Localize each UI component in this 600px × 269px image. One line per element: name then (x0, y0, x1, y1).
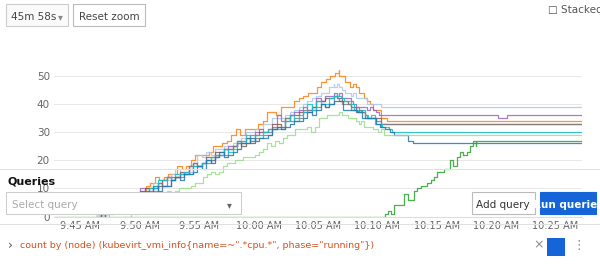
Text: ▾: ▾ (227, 200, 232, 210)
Text: ×: × (533, 239, 544, 252)
Text: □ Stacked: □ Stacked (548, 5, 600, 15)
Text: Add query: Add query (476, 200, 530, 210)
Circle shape (547, 238, 565, 256)
Text: ›: › (8, 239, 13, 252)
Text: Reset zoom: Reset zoom (79, 12, 139, 22)
Text: Select query: Select query (12, 200, 77, 210)
Text: Run queries: Run queries (533, 200, 600, 210)
Text: 45m 58s: 45m 58s (11, 12, 56, 22)
Text: ⋮: ⋮ (572, 239, 584, 252)
Text: count by (node) (kubevirt_vmi_info{name=~".*cpu.*", phase="running"}): count by (node) (kubevirt_vmi_info{name=… (20, 240, 374, 250)
Text: ▾: ▾ (58, 12, 63, 22)
Text: Queries: Queries (7, 177, 55, 187)
